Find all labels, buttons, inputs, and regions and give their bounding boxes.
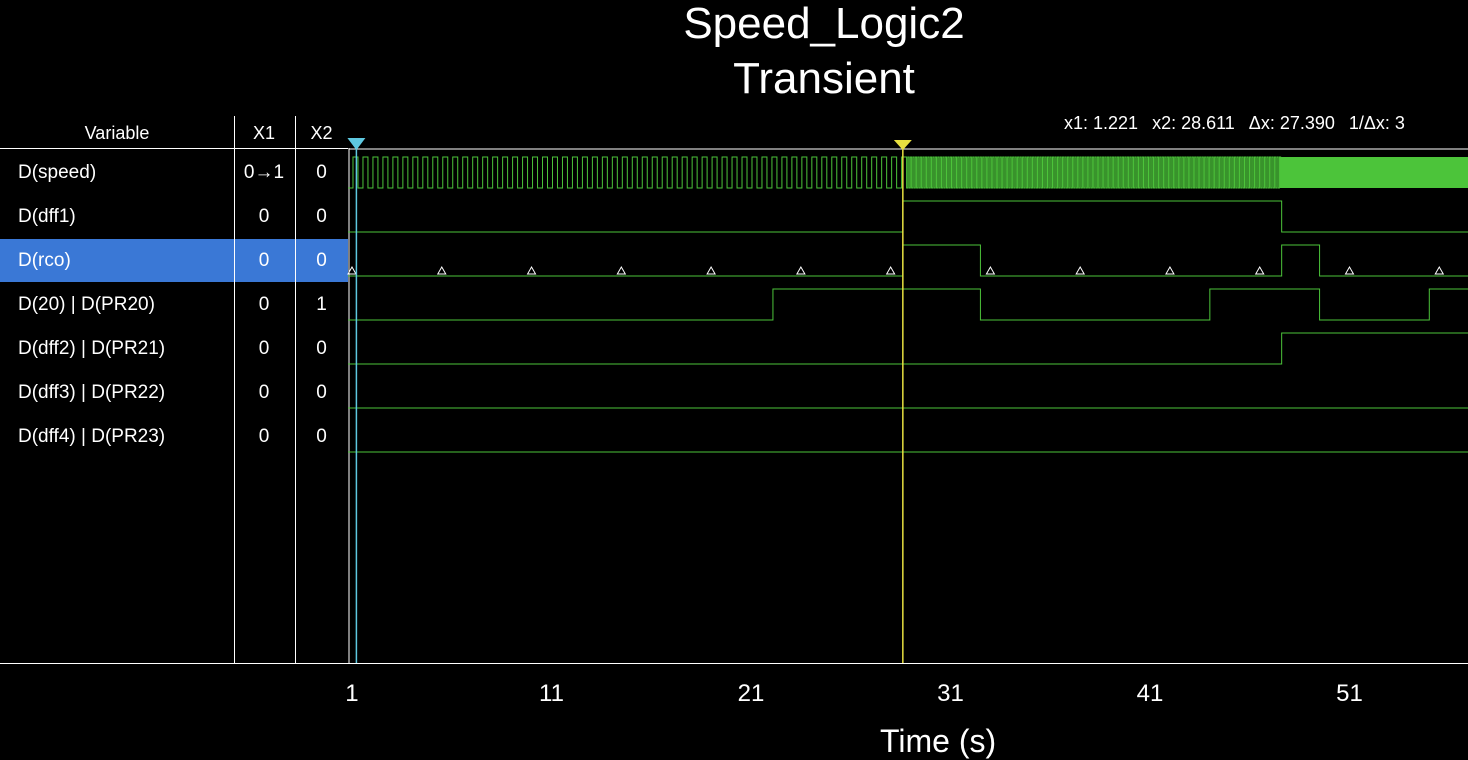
rco-marker-icon — [706, 265, 716, 275]
signal-row[interactable]: D(dff1) 0 0 — [0, 195, 348, 238]
cursor-x2-handle-icon — [893, 140, 912, 150]
rco-marker-icon — [1254, 265, 1265, 275]
analysis-type: Transient — [733, 54, 915, 103]
trace-d-speed — [348, 156, 1282, 189]
signal-row[interactable]: D(dff4) | D(PR23) 0 0 — [0, 415, 348, 458]
readout-x2: x2: 28.611 — [1152, 113, 1235, 133]
cursor-x1-handle-icon — [347, 138, 366, 150]
rco-marker-icon — [1434, 265, 1445, 275]
readout-dx: Δx: 27.390 — [1248, 113, 1335, 133]
trace-d-20-d-pr20- — [348, 288, 1468, 321]
signal-name: D(20) | D(PR20) — [18, 294, 155, 315]
rco-marker-icon — [526, 265, 537, 275]
rco-marker-icon — [1165, 265, 1175, 275]
trace-d-rco- — [348, 244, 1468, 277]
signal-x2-value: 0 — [316, 162, 327, 183]
signal-x2-value: 0 — [316, 338, 327, 359]
column-divider — [295, 116, 296, 664]
x-tick-label: 21 — [737, 680, 765, 707]
x-tick-label: 1 — [345, 680, 359, 707]
x-tick-label: 11 — [539, 680, 564, 707]
rco-marker-icon — [1075, 265, 1086, 275]
signal-x2-value: 0 — [316, 206, 327, 227]
signal-row[interactable]: D(speed) 0→1 0 — [0, 151, 348, 194]
signal-x1-value: 0 — [258, 426, 270, 447]
trace-d-dff2-d-pr21- — [348, 332, 1468, 365]
signal-x1-value: 0 — [258, 294, 270, 315]
signal-name: D(dff2) | D(PR21) — [18, 338, 166, 359]
signal-name: D(speed) — [18, 162, 97, 183]
rco-marker-icon — [436, 265, 447, 275]
rco-marker-icon — [985, 265, 996, 275]
signal-row[interactable]: D(rco) 0 0 — [0, 239, 348, 282]
page-title: Speed_Logic2 — [683, 0, 965, 48]
column-header-x2[interactable]: X2 — [310, 123, 333, 143]
plot-bottom-border — [0, 663, 1468, 664]
trace-d-dff1- — [348, 200, 1468, 233]
signal-x2-value: 0 — [316, 382, 327, 403]
readout-x1: x1: 1.221 — [1064, 113, 1139, 133]
signal-x1-value: 0 — [258, 250, 270, 271]
signal-row[interactable]: D(20) | D(PR20) 0 1 — [0, 283, 348, 326]
signal-x1-value: 0→1 — [243, 162, 285, 183]
rco-marker-icon — [885, 265, 896, 275]
x-tick-label: 41 — [1136, 680, 1164, 707]
x-axis-label: Time (s) — [880, 723, 997, 759]
signal-x2-value: 0 — [316, 426, 327, 447]
x-tick-label: 51 — [1336, 680, 1363, 707]
column-divider — [234, 116, 235, 664]
rco-marker-icon — [347, 265, 357, 275]
signal-name: D(dff4) | D(PR23) — [18, 426, 166, 447]
signal-name: D(rco) — [18, 250, 71, 271]
signal-x2-value: 1 — [316, 294, 327, 315]
signal-x1-value: 0 — [258, 382, 270, 403]
rco-marker-icon — [796, 265, 806, 275]
column-header-variable[interactable]: Variable — [84, 123, 150, 143]
column-header-x1[interactable]: X1 — [252, 123, 276, 143]
trace-d-speed-dense — [1279, 157, 1468, 188]
rco-marker-icon — [616, 265, 627, 275]
x-tick-label: 31 — [937, 680, 964, 707]
signal-x1-value: 0 — [258, 338, 270, 359]
signal-row[interactable]: D(dff3) | D(PR22) 0 0 — [0, 371, 348, 414]
signal-x1-value: 0 — [258, 206, 270, 227]
readout-inv-dx: 1/Δx: 3 — [1348, 113, 1405, 133]
cursor-readout: x1: 1.221 x2: 28.611 Δx: 27.390 1/Δx: 3 — [1064, 113, 1419, 134]
rco-marker-icon — [1344, 265, 1355, 275]
signal-x2-value: 0 — [316, 250, 327, 271]
signal-name: D(dff3) | D(PR22) — [18, 382, 166, 403]
signal-name: D(dff1) — [18, 206, 76, 227]
signal-row[interactable]: D(dff2) | D(PR21) 0 0 — [0, 327, 348, 370]
header-divider — [0, 148, 348, 149]
